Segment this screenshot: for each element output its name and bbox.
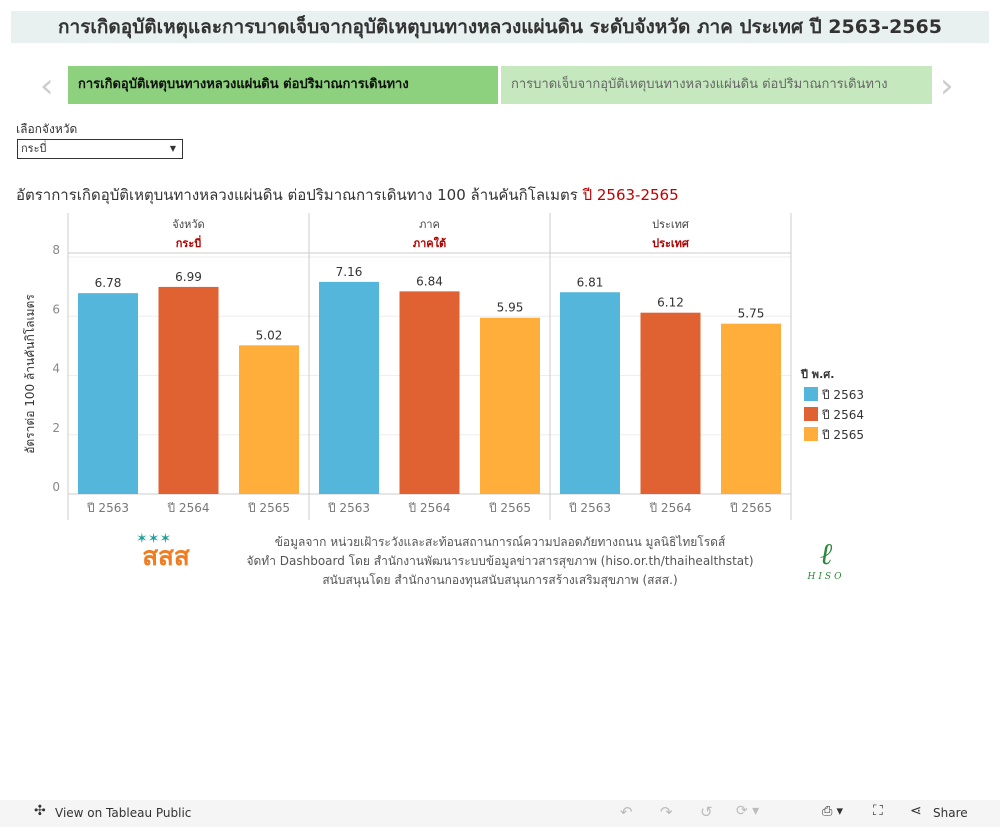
y-tick-label: 8 — [52, 243, 60, 257]
x-tick-label: ปี 2564 — [167, 501, 210, 515]
sss-logo: ✶✶✶ สสส — [136, 531, 190, 572]
data-label: 6.12 — [657, 296, 684, 310]
bar — [560, 292, 620, 494]
bar — [640, 312, 701, 494]
bar-chart: 0 2 4 6 8 อัตราต่อ 100 ล้านคันกิโลเมตร จังหวัด… — [23, 213, 864, 520]
bar — [158, 286, 219, 494]
redo-icon[interactable]: ↷ — [660, 803, 673, 821]
source-line: ข้อมูลจาก หน่วยเฝ้าระวังและสะท้อนสถานการ… — [274, 535, 726, 549]
y-tick-label: 0 — [52, 480, 60, 494]
bar — [319, 281, 379, 494]
hiso-logo: ℓ HISO — [807, 537, 845, 583]
x-tick-label: ปี 2563 — [86, 501, 129, 515]
y-tick-label: 6 — [52, 302, 60, 316]
tab-accidents[interactable]: การเกิดอุบัติเหตุบนทางหลวงแผ่นดิน ต่อปริ… — [68, 66, 498, 104]
source-line: จัดทำ Dashboard โดย สำนักงานพัฒนาระบบข้อ… — [246, 554, 754, 568]
x-tick-label: ปี 2565 — [247, 501, 290, 515]
panel-header: ภาค — [419, 218, 440, 231]
legend-swatch — [804, 407, 818, 421]
panel-subheader: ประเทศ — [652, 237, 690, 250]
province-filter-label: เลือกจังหวัด — [16, 122, 78, 136]
x-tick-label: ปี 2565 — [729, 501, 772, 515]
refresh-icon[interactable]: ⟳ ▾ — [736, 803, 760, 819]
x-tick-label: ปี 2565 — [488, 501, 531, 515]
panel-subheader: ภาคใต้ — [413, 236, 446, 250]
bar — [399, 291, 460, 494]
bar — [78, 293, 138, 494]
source-line: สนับสนุนโดย สำนักงานกองทุนสนับสนุนการสร้… — [322, 573, 678, 587]
panel-header: ประเทศ — [652, 218, 689, 231]
province-select-value: กระบี่ — [21, 142, 47, 155]
bar — [480, 317, 540, 494]
y-tick-label: 2 — [52, 421, 60, 435]
view-on-tableau-link[interactable]: View on Tableau Public — [55, 806, 192, 820]
y-axis-label: อัตราต่อ 100 ล้านคันกิโลเมตร — [23, 294, 37, 454]
legend-title: ปี พ.ศ. — [800, 368, 834, 381]
dropdown-arrow-icon: ▼ — [169, 144, 176, 153]
legend-swatch — [804, 387, 818, 401]
tableau-toolbar: ✣ View on Tableau Public ↶ ↷ ↺ ⟳ ▾ ⎙ ▾ ⛶… — [0, 800, 1000, 827]
source-text: ข้อมูลจาก หน่วยเฝ้าระวังและสะท้อนสถานการ… — [200, 533, 800, 590]
data-label: 5.02 — [256, 328, 283, 342]
legend-item: ปี 2565 — [821, 428, 864, 442]
data-label: 6.99 — [175, 270, 202, 284]
x-tick-label: ปี 2563 — [327, 501, 370, 515]
bar — [239, 345, 299, 494]
data-label: 5.75 — [738, 307, 765, 321]
chart-title: อัตราการเกิดอุบัติเหตุบนทางหลวงแผ่นดิน ต… — [16, 183, 679, 207]
bar — [721, 323, 781, 494]
data-label: 7.16 — [336, 265, 363, 279]
dashboard-title: การเกิดอุบัติเหตุและการบาดเจ็บจากอุบัติเ… — [11, 11, 989, 43]
chart-title-main: อัตราการเกิดอุบัติเหตุบนทางหลวงแผ่นดิน ต… — [16, 186, 583, 204]
download-icon[interactable]: ⎙ ▾ — [822, 804, 844, 819]
revert-icon[interactable]: ↺ — [700, 803, 713, 821]
share-icon[interactable]: ⋖ — [910, 803, 922, 819]
x-tick-label: ปี 2564 — [649, 501, 692, 515]
x-tick-label: ปี 2564 — [408, 501, 451, 515]
prev-arrow-icon[interactable]: ‹ — [40, 66, 54, 106]
legend-swatch — [804, 427, 818, 441]
undo-icon[interactable]: ↶ — [620, 803, 633, 821]
data-label: 6.78 — [95, 276, 122, 290]
tableau-icon: ✣ — [34, 803, 46, 819]
data-label: 5.95 — [497, 301, 524, 315]
data-label: 6.81 — [577, 275, 604, 289]
panel-header: จังหวัด — [172, 218, 204, 231]
data-label: 6.84 — [416, 274, 443, 288]
share-button[interactable]: Share — [933, 806, 968, 820]
x-tick-label: ปี 2563 — [568, 501, 611, 515]
panel-subheader: กระบี่ — [176, 235, 201, 250]
fullscreen-icon[interactable]: ⛶ — [873, 803, 883, 819]
next-arrow-icon[interactable]: › — [940, 66, 954, 106]
legend-item: ปี 2564 — [821, 408, 864, 422]
chart-title-years: ปี 2563-2565 — [582, 186, 679, 204]
legend-item: ปี 2563 — [821, 388, 864, 402]
province-select[interactable]: กระบี่ ▼ — [17, 139, 183, 159]
tab-injuries[interactable]: การบาดเจ็บจากอุบัติเหตุบนทางหลวงแผ่นดิน … — [501, 66, 932, 104]
y-tick-label: 4 — [52, 362, 60, 376]
